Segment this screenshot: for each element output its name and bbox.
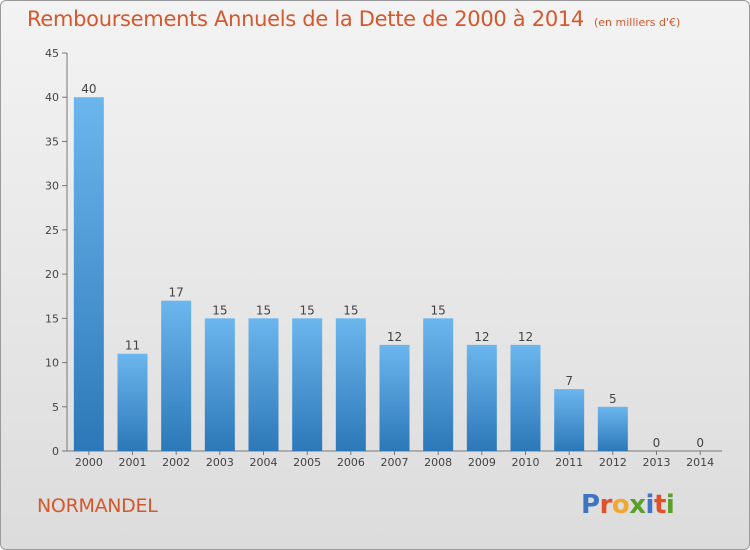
data-label: 12	[474, 330, 489, 344]
logo-letter: i	[645, 490, 655, 520]
bar-2001	[117, 353, 148, 451]
data-label: 15	[256, 303, 271, 317]
x-tick-label: 2013	[643, 456, 671, 469]
location-name: NORMANDEL	[37, 495, 158, 517]
y-tick-label: 35	[45, 135, 59, 148]
data-label: 17	[169, 286, 184, 300]
y-tick-label: 30	[45, 180, 59, 193]
data-label: 5	[609, 392, 617, 406]
bar-2009	[466, 344, 497, 451]
data-label: 0	[696, 436, 704, 450]
data-label: 40	[81, 82, 96, 96]
x-tick-label: 2005	[293, 456, 321, 469]
x-tick-label: 2007	[381, 456, 409, 469]
bar-2006	[335, 318, 366, 451]
bar-2010	[510, 344, 541, 451]
y-tick-label: 15	[45, 312, 59, 325]
data-label: 7	[565, 374, 573, 388]
chart-title: Remboursements Annuels de la Dette de 20…	[27, 7, 680, 31]
data-label: 15	[343, 303, 358, 317]
logo-letter: x	[629, 490, 646, 520]
x-tick-label: 2000	[75, 456, 103, 469]
bar-2012	[597, 406, 628, 451]
x-tick-label: 2014	[686, 456, 714, 469]
data-label: 11	[125, 339, 140, 353]
bar-2011	[554, 389, 585, 451]
bar-2002	[161, 300, 192, 451]
data-label: 0	[653, 436, 661, 450]
logo-letter: P	[581, 490, 600, 520]
unit-note: (en milliers d'€)	[594, 16, 681, 29]
logo-letter: i	[665, 490, 675, 520]
bar-2005	[292, 318, 323, 451]
bar-2000	[73, 97, 104, 451]
logo-letter: o	[611, 490, 630, 520]
bars	[73, 97, 628, 451]
x-tick-label: 2001	[119, 456, 147, 469]
bar-2008	[423, 318, 454, 451]
x-tick-label: 2011	[555, 456, 583, 469]
x-tick-label: 2004	[250, 456, 278, 469]
data-label: 12	[387, 330, 402, 344]
data-label: 15	[212, 303, 227, 317]
y-tick-label: 10	[45, 357, 59, 370]
x-tick-label: 2006	[337, 456, 365, 469]
x-tick-label: 2003	[206, 456, 234, 469]
y-tick-label: 20	[45, 268, 59, 281]
y-tick-label: 0	[52, 445, 59, 458]
data-label: 15	[431, 303, 446, 317]
y-tick-label: 5	[52, 401, 59, 414]
x-tick-label: 2002	[162, 456, 190, 469]
proxiti-logo: Proxiti	[581, 490, 675, 520]
x-tick-label: 2012	[599, 456, 627, 469]
x-tick-label: 2010	[512, 456, 540, 469]
data-labels: 40 11 17 15 15 15 15 12 15 12 12 7 5 0 0	[81, 82, 704, 450]
y-tick-label: 40	[45, 91, 59, 104]
data-label: 12	[518, 330, 533, 344]
x-tick-label: 2008	[424, 456, 452, 469]
bar-2003	[204, 318, 235, 451]
y-tick-label: 45	[45, 47, 59, 60]
bar-2007	[379, 344, 410, 451]
x-tick-label: 2009	[468, 456, 496, 469]
chart-title-text: Remboursements Annuels de la Dette de 20…	[27, 7, 584, 31]
logo-letter: t	[653, 490, 666, 520]
bar-2004	[248, 318, 279, 451]
y-tick-label: 25	[45, 224, 59, 237]
data-label: 15	[300, 303, 315, 317]
axes: 0 5 10 15 20 25 30 35 40 45 2000 2001 2002 2003 2004 20…	[45, 47, 722, 469]
logo-letter: r	[599, 490, 613, 520]
